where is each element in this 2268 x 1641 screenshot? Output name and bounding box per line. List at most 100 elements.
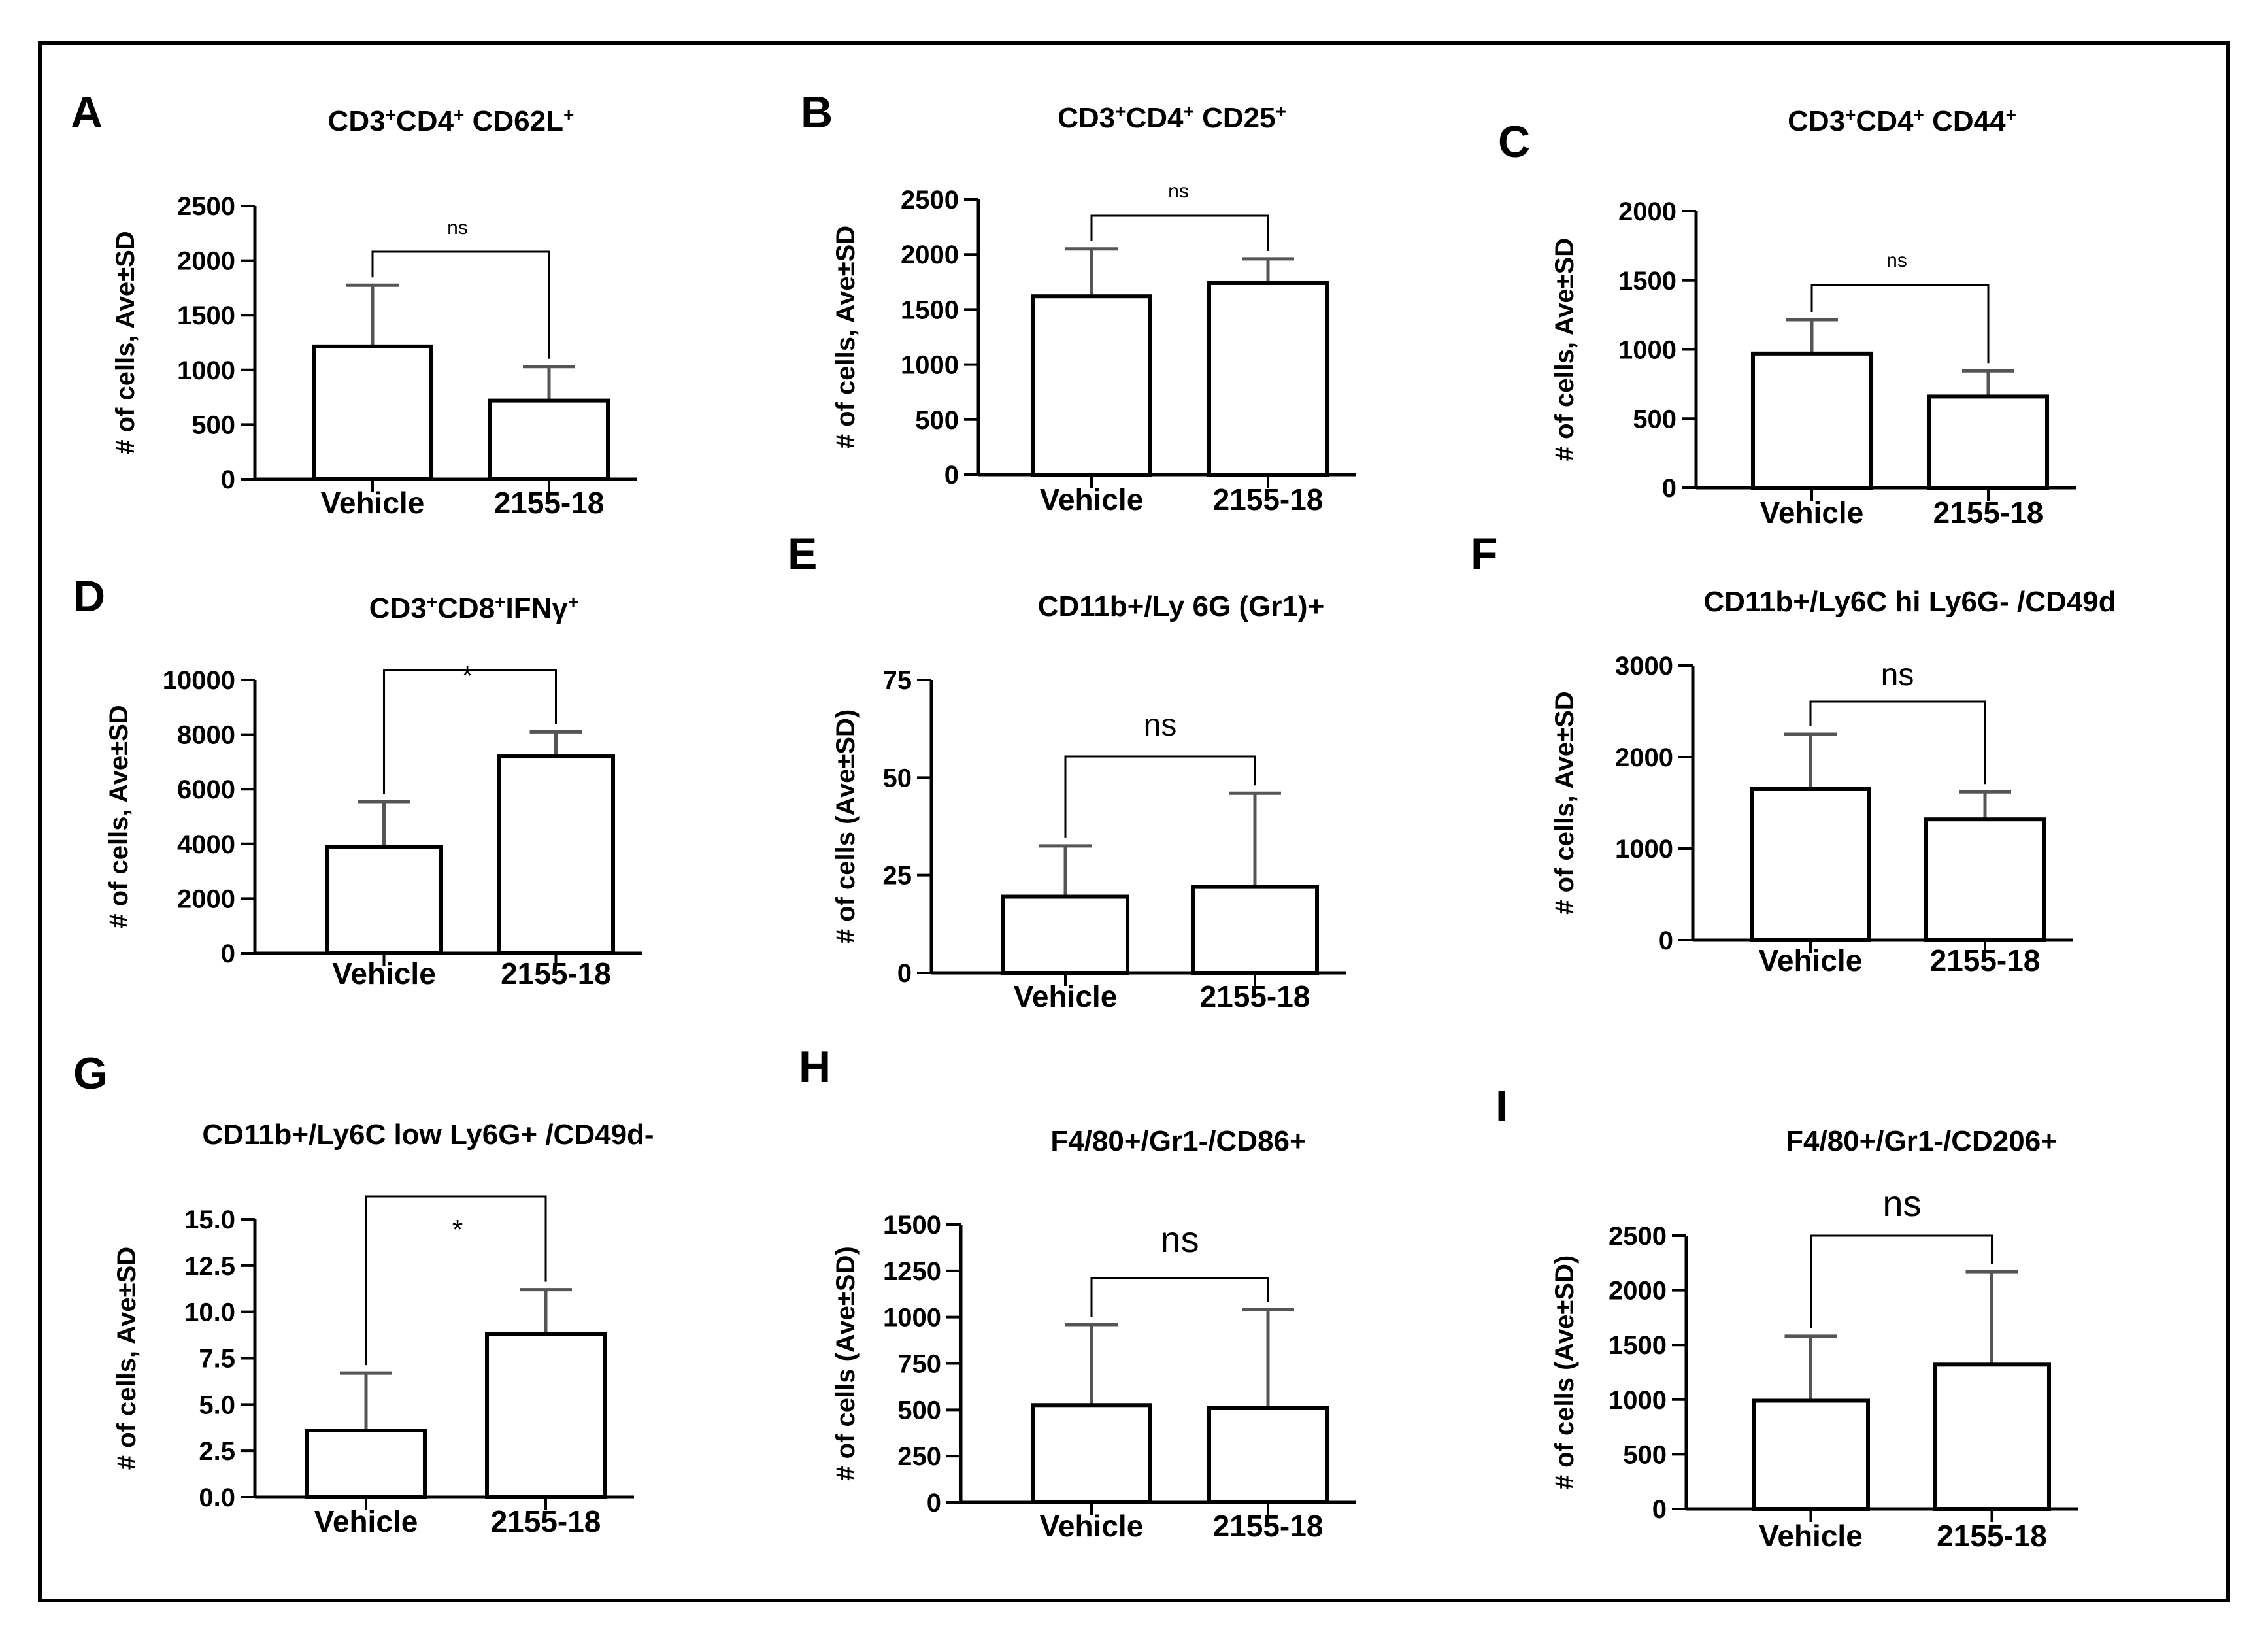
y-tick-label: 75: [883, 666, 912, 695]
y-tick-label: 2000: [1615, 743, 1673, 772]
panel-letter: F: [1471, 529, 1498, 579]
y-tick-label: 0: [897, 959, 912, 988]
category-label: Vehicle: [1760, 496, 1864, 530]
chart-title: CD3+CD4+ CD44+: [1788, 105, 2016, 138]
category-label: 2155-18: [1200, 979, 1310, 1013]
significance-bracket: [1090, 1277, 1269, 1317]
chart-title: CD11b+/Ly 6G (Gr1)+: [1038, 590, 1325, 622]
y-tick-label: 0: [221, 939, 235, 968]
category-label: 2155-18: [1937, 1519, 2047, 1553]
y-tick-label: 0: [944, 461, 959, 490]
category-label: 2155-18: [494, 486, 605, 520]
significance-bracket: [383, 669, 557, 794]
bar-vehicle: [1031, 1403, 1152, 1504]
panel-e: E CD11b+/Ly 6G (Gr1)+ 0 25 50 75 # of cells (A…: [788, 529, 1346, 1013]
y-axis-label: # of cells, Ave±SD: [105, 705, 133, 928]
y-tick-label: 10000: [163, 666, 235, 695]
significance-label: ns: [1168, 180, 1189, 202]
y-tick-label: 50: [883, 764, 912, 792]
significance-label: ns: [1144, 708, 1177, 743]
y-tick-label: 1000: [1609, 1386, 1667, 1415]
bar-vehicle: [325, 844, 443, 955]
panel-letter: B: [801, 88, 833, 137]
y-tick-label: 0: [927, 1489, 941, 1517]
y-tick-label: 0: [1659, 926, 1673, 955]
y-tick-label: 2500: [177, 192, 235, 221]
figure-frame: [38, 41, 2230, 1602]
bar-2155-18: [1924, 817, 2046, 942]
bar-2155-18: [1191, 885, 1319, 975]
bar-vehicle: [305, 1429, 427, 1499]
significance-label: ns: [1160, 1219, 1199, 1260]
y-tick-label: 3000: [1615, 652, 1673, 681]
category-label: Vehicle: [1040, 1509, 1144, 1543]
y-tick-label: 2500: [1609, 1222, 1667, 1251]
y-axis-label: # of cells, Ave±SD: [1550, 691, 1579, 914]
y-tick-label: 10.0: [184, 1298, 235, 1327]
category-label: Vehicle: [1014, 979, 1118, 1013]
y-tick-label: 1500: [901, 296, 959, 324]
bar-vehicle: [1752, 1398, 1870, 1511]
y-tick-label: 4000: [177, 830, 235, 859]
panel-d: D CD3+CD8+IFNγ+ 0 2000 4000 6000 8000 10000 # of…: [73, 571, 642, 990]
panel-letter: E: [788, 529, 817, 579]
chart-title: CD3+CD4+ CD62L+: [328, 105, 575, 138]
y-tick-label: 500: [1633, 405, 1676, 433]
panel-letter: H: [799, 1042, 831, 1092]
bar-2155-18: [1927, 394, 2049, 490]
panel-letter: A: [71, 88, 103, 137]
significance-bracket: [371, 250, 550, 359]
y-tick-label: 0: [221, 465, 235, 494]
panel-h: H F4/80+/Gr1-/CD86+ 0 250 500 750 1000 1250 1500…: [799, 1042, 1356, 1543]
y-axis-label: # of cells, Ave±SD: [831, 226, 860, 448]
bar-2155-18: [497, 754, 615, 956]
y-tick-label: 12.5: [184, 1252, 235, 1281]
category-label: Vehicle: [1040, 482, 1144, 516]
chart-title: CD3+CD4+ CD25+: [1058, 101, 1286, 135]
bar-vehicle: [1031, 294, 1152, 477]
significance-bracket: [1810, 1234, 1993, 1328]
y-tick-label: 1000: [1618, 336, 1676, 365]
y-tick-label: 500: [192, 411, 235, 439]
category-label: 2155-18: [1930, 943, 2041, 977]
y-tick-label: 0.0: [199, 1483, 235, 1512]
y-tick-label: 1250: [883, 1257, 941, 1286]
panel-f: F CD11b+/Ly6C hi Ly6G- /CD49d 0 1000 2000 300…: [1471, 529, 2116, 977]
chart-title: CD11b+/Ly6C hi Ly6G- /CD49d: [1703, 586, 2116, 618]
y-tick-label: 1500: [1609, 1331, 1667, 1360]
significance-label: ns: [1886, 250, 1907, 271]
panel-b: B CD3+CD4+ CD25+ 0 500 1000 1500 2000 2500 # of …: [801, 88, 1356, 516]
bar-2155-18: [1933, 1362, 2051, 1511]
y-tick-label: 5.0: [199, 1391, 235, 1419]
bar-2155-18: [1207, 280, 1329, 477]
y-tick-label: 7.5: [199, 1345, 235, 1374]
category-label: Vehicle: [1759, 1519, 1863, 1553]
y-tick-label: 0: [1662, 474, 1676, 503]
bar-vehicle: [312, 344, 433, 481]
category-label: Vehicle: [332, 956, 436, 990]
significance-label: ns: [1881, 658, 1914, 692]
significance-label: *: [462, 660, 473, 691]
significance-bracket: [365, 1195, 547, 1366]
y-tick-label: 750: [897, 1350, 941, 1379]
y-tick-label: 500: [915, 406, 959, 435]
y-axis-label: # of cells (Ave±SD): [1550, 1255, 1579, 1489]
y-tick-label: 1000: [177, 356, 235, 385]
category-label: 2155-18: [491, 1504, 601, 1538]
y-tick-label: 2000: [901, 241, 959, 269]
panel-i: I F4/80+/Gr1-/CD206+ 0 500 1000 1500 2000 2500 #…: [1495, 1081, 2078, 1553]
y-tick-label: 2000: [1609, 1277, 1667, 1306]
significance-bracket: [1809, 700, 1986, 785]
significance-label: ns: [1882, 1183, 1921, 1224]
bar-2155-18: [1207, 1406, 1329, 1504]
chart-title: CD11b+/Ly6C low Ly6G+ /CD49d-: [202, 1119, 654, 1151]
y-tick-label: 2000: [177, 247, 235, 276]
panel-g: G CD11b+/Ly6C low Ly6G+ /CD49d- 0.0 2.5 5.0 7…: [73, 1049, 654, 1538]
category-label: Vehicle: [1759, 943, 1863, 977]
category-label: Vehicle: [321, 486, 425, 520]
panel-c: C CD3+CD4+ CD44+ 0 500 1000 1500 2000 # of cell…: [1498, 105, 2076, 530]
category-label: Vehicle: [314, 1504, 418, 1538]
y-tick-label: 2500: [901, 186, 959, 214]
y-axis-label: # of cells (Ave±SD): [831, 1246, 860, 1480]
